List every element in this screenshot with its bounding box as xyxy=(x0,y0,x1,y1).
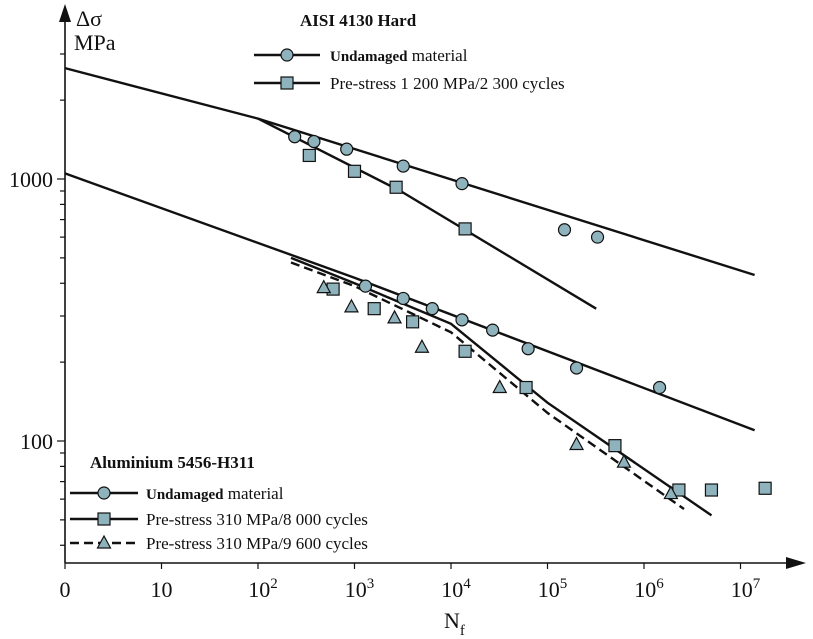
data-point-b_pre1 xyxy=(704,483,719,497)
data-point-a_pre xyxy=(302,148,316,163)
data-point-a_und xyxy=(340,142,354,156)
data-point-b_und xyxy=(425,302,439,316)
data-point-a_pre xyxy=(347,164,362,178)
data-point-b_pre2 xyxy=(316,279,332,294)
data-point-b_pre1 xyxy=(758,481,772,495)
y-axis-label-unit: MPa xyxy=(74,30,116,55)
legend-title: AISI 4130 Hard xyxy=(300,11,417,30)
data-point-b_pre2 xyxy=(492,379,508,394)
y-tick-label: 100 xyxy=(20,429,53,454)
fit-line-b_und xyxy=(64,172,756,432)
data-point-b_pre1 xyxy=(458,344,472,358)
x-axis-label: Nf xyxy=(444,608,465,639)
data-point-a_und xyxy=(396,159,410,173)
data-point-a_pre xyxy=(389,180,403,194)
data-point-b_pre1 xyxy=(519,380,533,395)
legend-marker xyxy=(280,48,294,62)
legend-label: Pre-stress 310 MPa/9 600 cycles xyxy=(146,534,368,553)
fit-line-b_pre2 xyxy=(290,261,685,510)
x-axis-arrow xyxy=(786,557,806,569)
data-point-b_und xyxy=(396,291,410,306)
data-point-b_und xyxy=(486,323,500,337)
fit-line-b_pre1 xyxy=(290,256,713,517)
data-point-b_pre2 xyxy=(343,298,359,313)
fit-line-a_pre xyxy=(257,117,597,310)
legends: AISI 4130 Hard Undamaged material Pre-stre… xyxy=(70,11,565,553)
y-tick-label: 1000 xyxy=(9,167,53,192)
data-point-b_pre2 xyxy=(663,485,679,500)
legend-label: Undamaged material xyxy=(146,484,284,503)
legend-label: Undamaged material xyxy=(330,46,468,65)
data-point-b_pre2 xyxy=(387,309,403,324)
legend-label: Pre-stress 310 MPa/8 000 cycles xyxy=(146,510,368,529)
data-point-a_und xyxy=(455,177,469,191)
y-axis-label-symbol: Δσ xyxy=(76,6,102,31)
data-point-b_und xyxy=(521,342,535,356)
legend-marker xyxy=(280,76,294,90)
data-point-a_und xyxy=(307,134,321,149)
x-tick-label: 10 xyxy=(151,577,173,602)
x-tick-label: 103 xyxy=(345,576,375,602)
data-point-a_pre xyxy=(458,222,472,236)
data-point-a_und xyxy=(590,230,605,244)
legend-marker xyxy=(97,512,111,526)
data-point-b_pre2 xyxy=(616,453,632,468)
data-markers xyxy=(288,130,772,500)
data-point-b_pre2 xyxy=(569,436,585,451)
data-point-a_und xyxy=(557,223,572,237)
x-tick-label: 105 xyxy=(538,576,568,602)
legend-label: Pre-stress 1 200 MPa/2 300 cycles xyxy=(330,74,565,93)
legend-title: Aluminium 5456-H311 xyxy=(90,453,255,472)
data-point-b_und xyxy=(358,279,373,293)
data-point-a_und xyxy=(288,130,302,144)
data-point-b_und xyxy=(569,361,584,375)
x-tick-label: 107 xyxy=(731,576,761,602)
legend-marker xyxy=(97,486,111,500)
y-axis-arrow xyxy=(59,4,71,22)
data-point-b_pre1 xyxy=(405,315,420,329)
x-tick-label: 0 xyxy=(60,577,71,602)
data-point-b_pre2 xyxy=(414,338,430,353)
fit-lines xyxy=(64,66,756,517)
data-point-b_und xyxy=(652,380,667,395)
data-point-b_pre1 xyxy=(367,302,381,316)
fit-line-a_und xyxy=(64,66,755,277)
data-point-b_pre1 xyxy=(608,439,622,453)
x-tick-label: 104 xyxy=(441,576,471,602)
legend-marker xyxy=(96,534,112,549)
x-tick-label: 102 xyxy=(248,576,278,602)
data-point-b_und xyxy=(455,313,469,327)
x-tick-label: 106 xyxy=(634,576,664,602)
